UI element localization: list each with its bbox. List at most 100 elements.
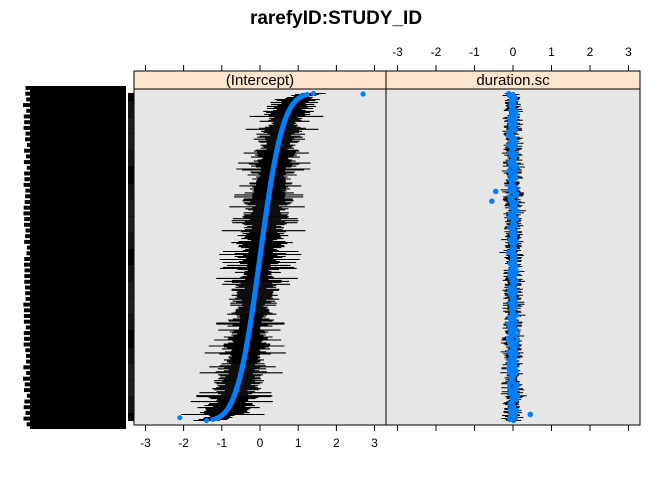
y-label-edge <box>24 177 30 182</box>
y-label-edge <box>24 336 30 341</box>
y-label-edge <box>24 279 30 284</box>
x-tick-label: 1 <box>548 45 555 59</box>
y-label-edge <box>23 314 30 318</box>
y-label-edge <box>26 359 30 364</box>
y-label-edge <box>25 86 30 90</box>
data-point <box>506 215 512 221</box>
y-label-edge <box>24 239 30 244</box>
y-label-edge <box>24 262 30 267</box>
y-label-edge <box>26 371 30 375</box>
y-label-edge <box>23 308 30 313</box>
y-label-edge <box>24 222 30 227</box>
y-label-edge <box>26 353 30 358</box>
data-point <box>506 385 512 391</box>
panel-duration-marks <box>489 90 534 424</box>
y-label-edge <box>24 120 30 125</box>
y-label-edge <box>25 296 30 301</box>
strip-label-duration: duration.sc <box>476 72 550 89</box>
y-label-edge <box>24 382 30 387</box>
y-label-edge <box>27 143 30 147</box>
data-point <box>513 333 519 339</box>
y-label-edge <box>25 325 30 330</box>
y-label-edge <box>23 182 30 187</box>
data-point <box>511 313 518 319</box>
y-label-edge <box>23 103 30 108</box>
y-label-edge <box>24 268 30 273</box>
y-label-edge <box>23 365 30 370</box>
outlier-point <box>360 91 366 97</box>
y-label-edge <box>24 171 30 176</box>
y-label-edge <box>23 205 30 210</box>
panel-intercept-marks <box>177 90 366 424</box>
x-tick-label: 0 <box>510 45 517 59</box>
outlier-point <box>492 188 499 195</box>
y-label-edge <box>24 388 30 393</box>
data-point <box>507 260 513 267</box>
y-label-edge <box>24 200 30 204</box>
chart-title: rarefyID:STUDY_ID <box>250 8 422 29</box>
outlier-point <box>177 415 183 421</box>
x-tick-label: -3 <box>140 436 151 450</box>
y-label-edge <box>25 291 30 296</box>
y-label-edge <box>26 245 30 250</box>
y-label-edge <box>24 148 30 153</box>
y-label-edge <box>23 331 30 336</box>
y-label-edge <box>25 285 30 290</box>
y-label-edge <box>23 211 30 216</box>
y-label-edge <box>23 405 30 410</box>
x-tick-label: 0 <box>257 436 264 450</box>
y-label-edge <box>25 234 30 239</box>
data-point <box>510 417 517 424</box>
y-label-edge <box>24 399 30 404</box>
y-label-edge <box>23 416 30 421</box>
x-tick-label: 1 <box>295 436 302 450</box>
outlier-point <box>527 411 534 418</box>
y-label-edge <box>23 114 30 119</box>
y-axis-labels <box>23 86 134 429</box>
data-point <box>310 90 317 97</box>
y-label-edge <box>24 217 30 222</box>
y-label-edge <box>26 165 30 170</box>
x-axes: -3 -3 -2 -2 -1 -1 0 0 1 1 2 2 3 3 <box>140 45 632 450</box>
x-tick-label: -3 <box>392 45 403 59</box>
y-label-edge <box>23 125 30 130</box>
y-label-edge <box>26 108 30 113</box>
y-label-edge <box>24 257 30 261</box>
y-label-edge <box>25 194 30 199</box>
x-tick-label: -1 <box>469 45 480 59</box>
y-label-edge <box>25 348 30 353</box>
y-label-edge <box>26 393 30 398</box>
y-label-edge <box>25 410 30 415</box>
x-tick-label: 2 <box>587 45 594 59</box>
x-tick-label: -1 <box>216 436 227 450</box>
x-tick-label: -2 <box>178 436 189 450</box>
y-label-edge <box>26 422 30 427</box>
data-point <box>506 381 513 387</box>
y-label-edge <box>23 342 30 347</box>
y-label-edge <box>23 160 30 165</box>
y-label-edge <box>23 302 30 307</box>
y-label-edge <box>26 97 30 102</box>
y-label-edge <box>23 319 30 324</box>
data-point <box>513 127 519 133</box>
y-tick-labels-overplotted <box>30 86 126 429</box>
y-label-edge <box>25 91 30 96</box>
x-tick-label: -2 <box>431 45 442 59</box>
y-label-edge <box>23 376 30 381</box>
y-label-edge <box>26 154 30 159</box>
data-point <box>210 416 216 423</box>
y-label-edge <box>25 131 30 136</box>
y-label-edge <box>25 228 30 233</box>
data-point <box>506 370 512 376</box>
x-tick-label: 2 <box>333 436 340 450</box>
y-label-edge <box>24 274 30 279</box>
x-tick-label: 3 <box>625 45 632 59</box>
y-label-edge <box>25 137 30 142</box>
y-label-edge <box>25 188 30 193</box>
strip-label-intercept: (Intercept) <box>226 72 294 89</box>
y-label-edge <box>26 251 30 256</box>
data-point <box>203 417 210 424</box>
data-point <box>514 338 520 344</box>
x-tick-label: 3 <box>371 436 378 450</box>
